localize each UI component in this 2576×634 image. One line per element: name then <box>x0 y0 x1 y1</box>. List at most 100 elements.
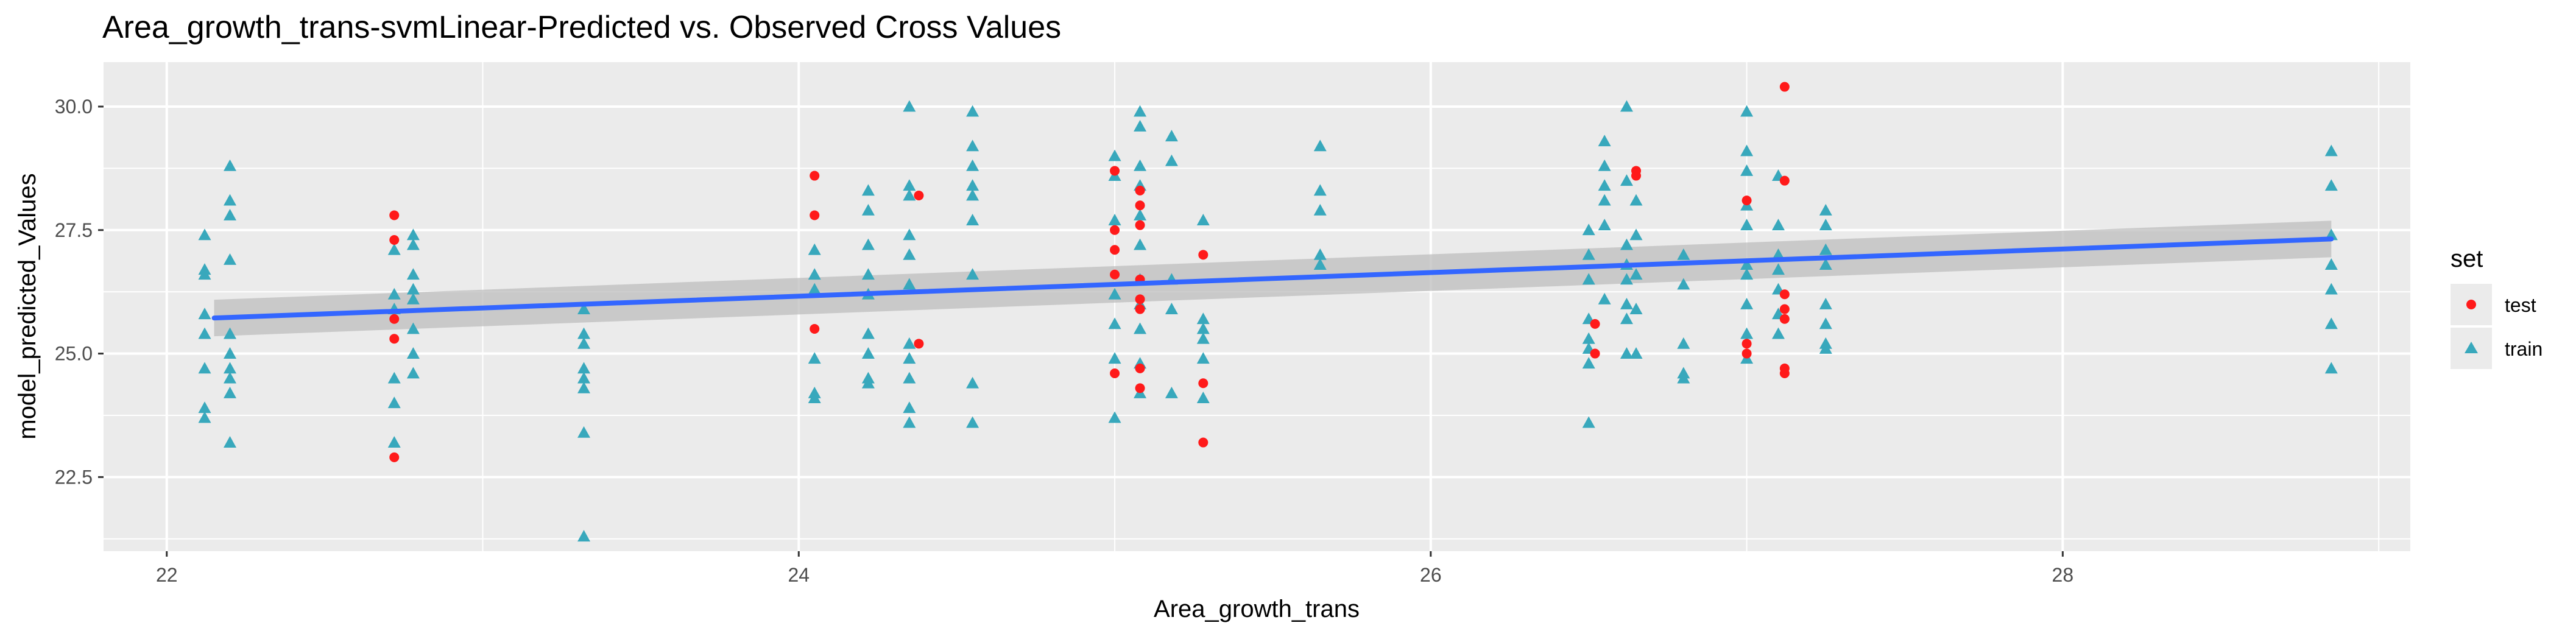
train-point <box>406 322 420 334</box>
test-point <box>1110 269 1120 280</box>
train-point <box>1677 248 1690 260</box>
train-point <box>1196 214 1210 225</box>
y-tick-label: 30.0 <box>55 96 93 118</box>
train-point <box>1629 194 1643 206</box>
train-point <box>903 352 916 364</box>
train-point <box>1598 159 1611 171</box>
test-point <box>1198 437 1209 448</box>
train-point <box>1620 312 1633 325</box>
test-point <box>1198 378 1209 389</box>
train-point <box>1629 268 1643 280</box>
y-tick-label: 25.0 <box>55 343 93 365</box>
train-point <box>1771 327 1785 339</box>
train-point <box>577 426 591 438</box>
train-point <box>861 347 875 359</box>
train-point <box>1108 214 1121 225</box>
train-point <box>1629 303 1643 314</box>
test-point <box>389 452 400 462</box>
train-point <box>1740 327 1754 339</box>
train-point <box>198 327 211 339</box>
train-point <box>1313 248 1327 260</box>
train-point <box>903 401 916 414</box>
train-point <box>198 411 211 423</box>
train-point <box>903 228 916 241</box>
x-tick-label: 26 <box>1420 564 1442 586</box>
test-point <box>1779 304 1790 314</box>
train-point <box>1108 352 1121 364</box>
train-point <box>1196 312 1210 325</box>
test-point <box>389 235 400 245</box>
test-point <box>1110 166 1120 176</box>
train-point <box>808 352 821 364</box>
train-point <box>577 337 591 349</box>
train-point <box>1771 263 1785 275</box>
train-point <box>808 392 821 403</box>
train-point <box>1108 149 1121 161</box>
train-point <box>1740 164 1754 176</box>
train-points <box>198 100 2338 542</box>
train-point <box>224 327 237 339</box>
train-point <box>224 362 237 374</box>
train-point <box>406 268 420 280</box>
train-point <box>1620 174 1633 186</box>
y-tick-label: 27.5 <box>55 219 93 241</box>
train-point <box>387 436 401 448</box>
train-point <box>224 253 237 265</box>
train-point <box>577 303 591 314</box>
train-point <box>1620 238 1633 250</box>
train-point <box>966 159 979 171</box>
test-point <box>1779 82 1790 92</box>
train-point <box>1629 228 1643 241</box>
legend-label-train: train <box>2505 338 2542 360</box>
test-point <box>1110 225 1120 235</box>
train-point <box>861 376 875 389</box>
train-point <box>1134 119 1147 132</box>
test-point <box>810 171 820 181</box>
train-point <box>966 139 979 152</box>
train-point <box>577 327 591 339</box>
train-point <box>198 268 211 280</box>
train-point <box>1582 332 1595 344</box>
legend-train-marker <box>2465 342 2478 353</box>
train-point <box>1598 194 1611 206</box>
test-point <box>1110 245 1120 255</box>
train-point <box>1620 347 1633 359</box>
train-point <box>1313 258 1327 270</box>
train-point <box>1313 184 1327 196</box>
train-point <box>903 179 916 191</box>
train-point <box>1582 357 1595 369</box>
train-point <box>966 214 979 225</box>
train-point <box>198 362 211 374</box>
x-axis: 22 24 26 28 <box>156 551 2073 586</box>
train-point <box>1819 342 1832 354</box>
train-point <box>387 287 401 300</box>
train-point <box>1196 332 1210 344</box>
train-point <box>808 268 821 280</box>
train-point <box>1134 238 1147 250</box>
train-point <box>406 292 420 305</box>
test-point <box>389 210 400 220</box>
train-point <box>2324 179 2338 191</box>
train-point <box>224 436 237 448</box>
train-point <box>1740 219 1754 231</box>
train-point <box>1819 258 1832 270</box>
legend: set test train <box>2451 245 2542 369</box>
test-point <box>810 210 820 220</box>
train-point <box>903 100 916 112</box>
train-point <box>1819 297 1832 309</box>
test-point <box>1110 368 1120 378</box>
test-point <box>810 324 820 334</box>
test-point <box>1779 368 1790 378</box>
test-point <box>389 314 400 324</box>
train-point <box>1196 322 1210 334</box>
train-point <box>198 401 211 414</box>
train-point <box>966 105 979 117</box>
train-point <box>224 386 237 398</box>
train-point <box>808 283 821 295</box>
train-point <box>224 208 237 220</box>
train-point <box>1582 416 1595 428</box>
legend-label-test: test <box>2505 294 2536 316</box>
train-point <box>861 268 875 280</box>
train-point <box>1313 203 1327 216</box>
